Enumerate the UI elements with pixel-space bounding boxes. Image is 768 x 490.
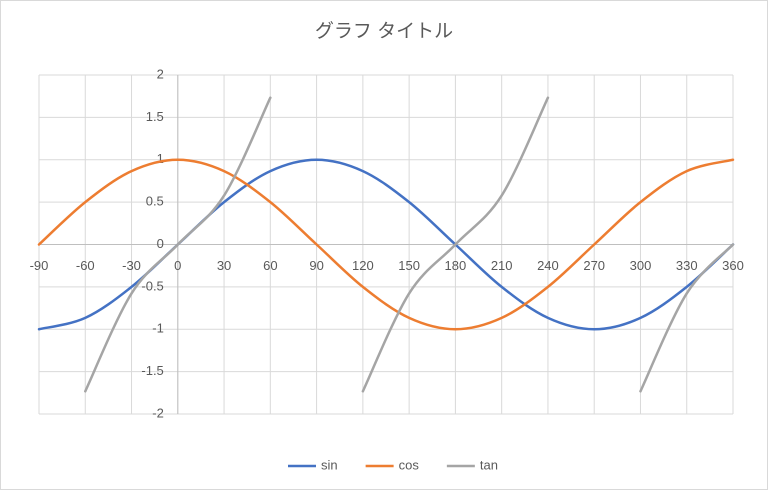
x-tick-label: 300 xyxy=(630,258,652,273)
y-tick-label: -1 xyxy=(152,321,164,336)
x-tick-label: 330 xyxy=(676,258,698,273)
x-tick-label: -30 xyxy=(122,258,141,273)
y-tick-label: 0 xyxy=(157,236,164,251)
y-tick-label: -1.5 xyxy=(141,363,163,378)
x-tick-label: -60 xyxy=(76,258,95,273)
y-tick-label: 1.5 xyxy=(146,109,164,124)
x-tick-label: 180 xyxy=(445,258,467,273)
x-tick-label: 240 xyxy=(537,258,559,273)
y-tick-label: 1 xyxy=(157,151,164,166)
y-tick-label: 0.5 xyxy=(146,194,164,209)
series-line xyxy=(361,96,550,393)
x-tick-label: 90 xyxy=(309,258,323,273)
series-line xyxy=(639,243,735,393)
x-tick-label: -90 xyxy=(30,258,49,273)
x-tick-label: 270 xyxy=(583,258,605,273)
chart-title: グラフ タイトル xyxy=(315,20,453,42)
legend-label: tan xyxy=(480,457,498,472)
x-tick-label: 150 xyxy=(398,258,420,273)
y-tick-label: -0.5 xyxy=(141,278,163,293)
x-tick-label: 210 xyxy=(491,258,513,273)
x-tick-label: 60 xyxy=(263,258,277,273)
x-tick-label: 0 xyxy=(174,258,181,273)
x-tick-label: 30 xyxy=(217,258,231,273)
legend-label: sin xyxy=(321,457,338,472)
x-tick-label: 120 xyxy=(352,258,374,273)
series-line xyxy=(37,158,735,331)
series-line xyxy=(84,96,272,393)
y-tick-label: -2 xyxy=(152,405,164,420)
y-tick-label: 2 xyxy=(157,66,164,81)
legend-label: cos xyxy=(399,457,420,472)
x-tick-label: 360 xyxy=(722,258,744,273)
